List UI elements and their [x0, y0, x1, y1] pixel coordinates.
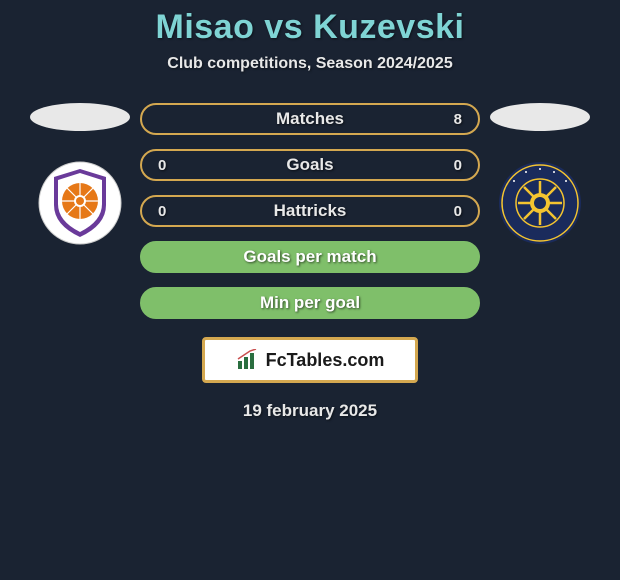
- stat-bar-hattricks: 0 Hattricks 0: [140, 195, 480, 227]
- stat-left-value: 0: [158, 203, 166, 220]
- stat-label: Goals: [286, 155, 333, 175]
- stat-right-value: 0: [454, 157, 462, 174]
- stat-bar-goals-per-match: 0Goals per match0: [140, 241, 480, 273]
- fctables-logo-box: FcTables.com: [202, 337, 418, 383]
- right-player-oval: [490, 103, 590, 131]
- club-badge-central-coast-mariners: [498, 161, 582, 245]
- comparison-infographic: Misao vs Kuzevski Club competitions, Sea…: [0, 0, 620, 421]
- stat-label: Goals per match: [243, 247, 376, 267]
- stat-label: Min per goal: [260, 293, 360, 313]
- perth-glory-icon: [38, 161, 122, 245]
- page-title: Misao vs Kuzevski: [156, 8, 465, 47]
- comparison-area: 0Matches80Goals00Hattricks00Goals per ma…: [0, 103, 620, 319]
- mariners-icon: [498, 161, 582, 245]
- left-player-oval: [30, 103, 130, 131]
- club-badge-perth-glory: [38, 161, 122, 245]
- stat-label: Matches: [276, 109, 344, 129]
- stat-bar-min-per-goal: 0Min per goal0: [140, 287, 480, 319]
- stat-right-value: 0: [454, 203, 462, 220]
- stats-column: 0Matches80Goals00Hattricks00Goals per ma…: [140, 103, 480, 319]
- stat-left-value: 0: [158, 157, 166, 174]
- stat-right-value: 8: [454, 111, 462, 128]
- stat-bar-goals: 0 Goals 0: [140, 149, 480, 181]
- stat-label: Hattricks: [274, 201, 347, 221]
- date-text: 19 february 2025: [243, 401, 377, 421]
- fctables-logo-text: FcTables.com: [266, 350, 385, 371]
- bar-chart-icon: [236, 349, 262, 371]
- left-player-col: [30, 103, 130, 245]
- subtitle: Club competitions, Season 2024/2025: [167, 55, 452, 73]
- right-player-col: [490, 103, 590, 245]
- stat-bar-matches: 0Matches8: [140, 103, 480, 135]
